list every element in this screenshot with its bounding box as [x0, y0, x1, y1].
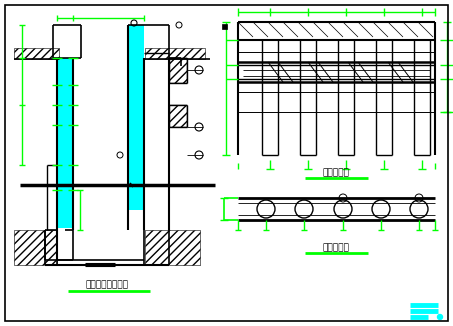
Text: 护壁立面剖断构造: 护壁立面剖断构造: [86, 280, 129, 289]
Text: 桩板平面图: 桩板平面图: [323, 244, 349, 253]
Bar: [169, 105, 187, 127]
Circle shape: [438, 315, 443, 319]
Bar: [57, 58, 73, 228]
Bar: [145, 230, 200, 265]
Bar: [128, 25, 144, 210]
Bar: [169, 58, 187, 83]
Text: 桩板立面图: 桩板立面图: [323, 169, 349, 177]
Bar: [145, 48, 205, 59]
Bar: [14, 230, 57, 265]
Bar: [222, 24, 227, 29]
Bar: [14, 48, 59, 59]
